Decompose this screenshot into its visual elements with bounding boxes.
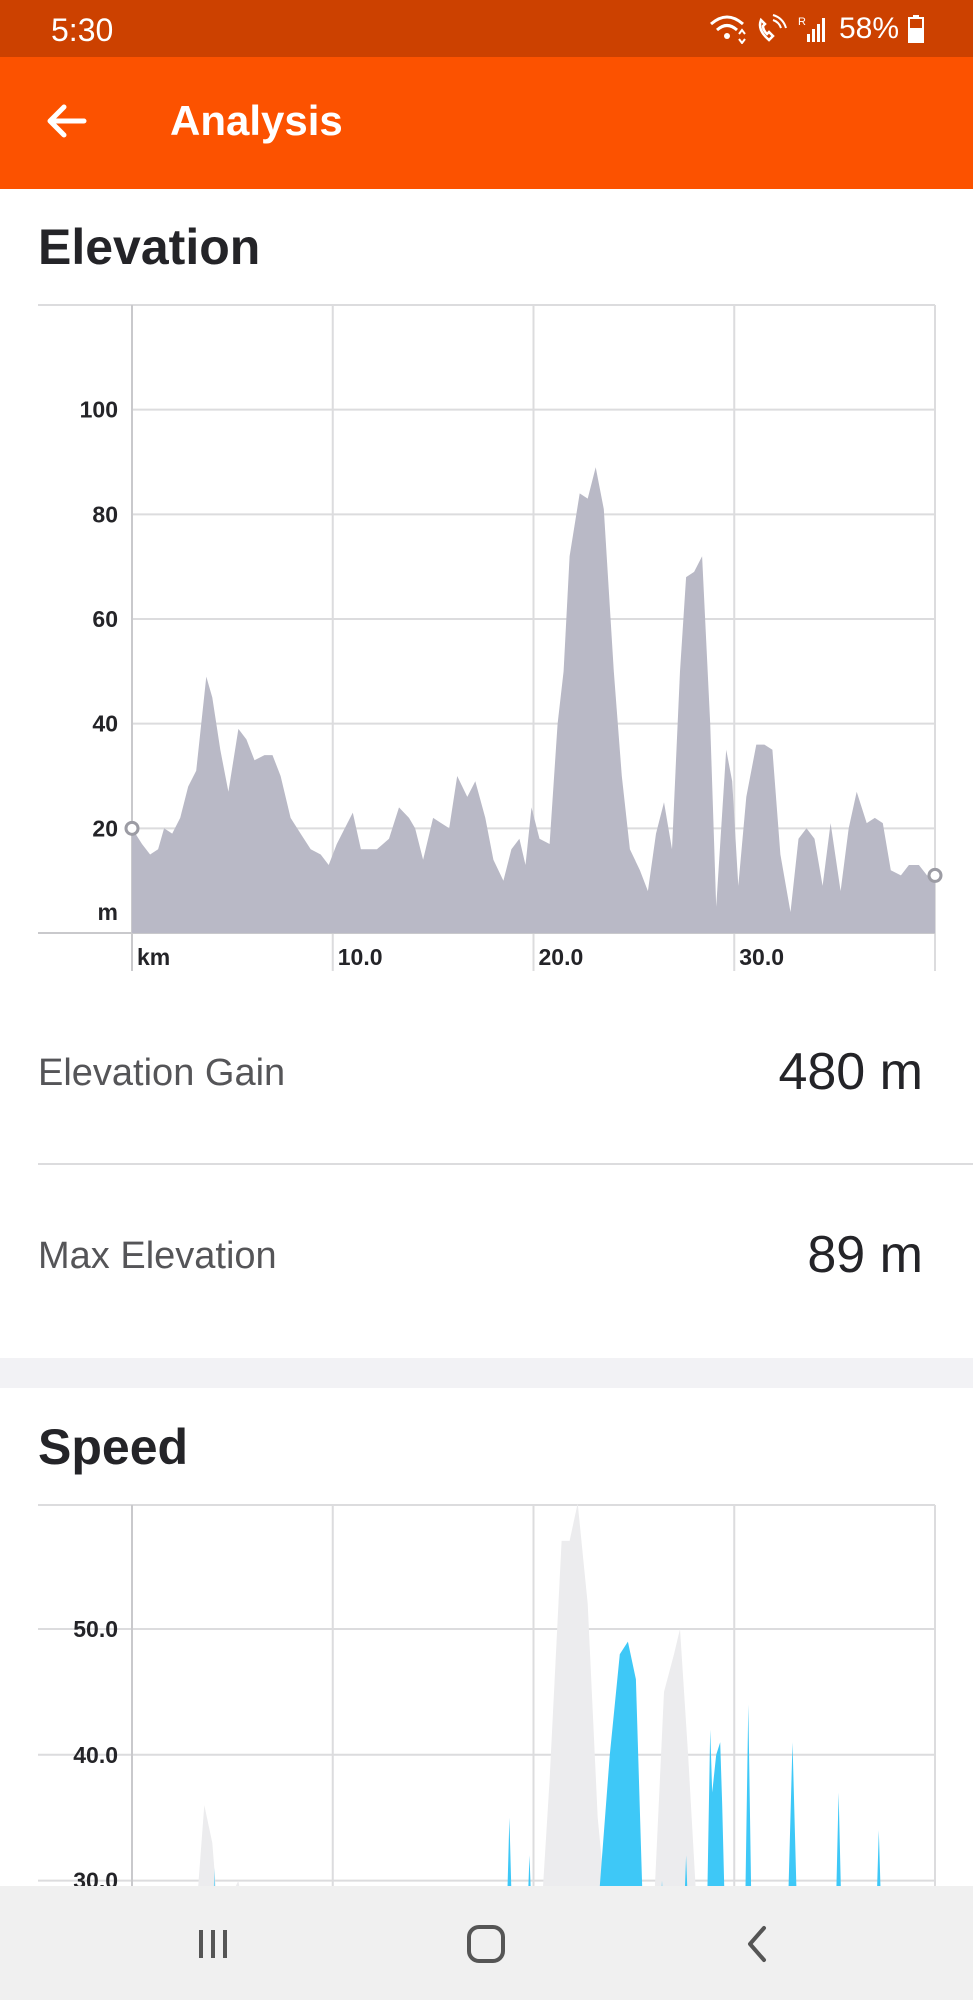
x-unit-label: km — [137, 944, 170, 970]
speed-chart-grid — [38, 1504, 936, 1886]
home-icon — [464, 1922, 508, 1971]
speed-area — [213, 1641, 881, 1886]
app-bar: Analysis — [0, 57, 973, 189]
x-tick-label: 30.0 — [739, 944, 784, 970]
system-nav-bar — [0, 1886, 973, 2000]
elevation-end-handle — [927, 867, 943, 883]
arrow-left-icon — [44, 103, 88, 144]
speed-chart-svg: 30.0 40.0 50.0 — [38, 1503, 936, 1886]
y-tick-label: 50.0 — [73, 1616, 118, 1642]
battery-percent: 58% — [838, 12, 899, 45]
y-tick-label: 80 — [92, 501, 118, 527]
speed-background-area — [198, 1503, 696, 1886]
elevation-gain-label: Elevation Gain — [38, 1052, 286, 1094]
y-tick-label: 100 — [80, 397, 118, 423]
y-tick-label: 60 — [92, 606, 118, 632]
elevation-chart: 20 40 60 80 100 m km 10.0 20.0 30.0 — [0, 300, 973, 980]
elevation-chart-svg: 20 40 60 80 100 m km 10.0 20.0 30.0 — [38, 304, 943, 971]
status-time: 5:30 — [51, 12, 114, 48]
signal-icon: R — [797, 14, 831, 44]
max-elevation-value: 89 m — [807, 1226, 923, 1284]
system-back-button[interactable] — [728, 1916, 788, 1976]
elevation-y-ticks: 20 40 60 80 100 m — [80, 397, 118, 925]
recent-apps-icon — [193, 1924, 233, 1969]
back-chevron-icon — [738, 1924, 778, 1969]
elevation-area — [132, 467, 935, 933]
max-elevation-label: Max Elevation — [38, 1235, 277, 1277]
elevation-gain-row: Elevation Gain 480 m — [0, 1024, 973, 1124]
elevation-x-ticks: km 10.0 20.0 30.0 — [137, 944, 784, 970]
home-button[interactable] — [456, 1916, 516, 1976]
page-title: Analysis — [170, 97, 343, 144]
status-bar: 5:30 R 58% — [0, 0, 973, 57]
y-tick-label: 40 — [92, 711, 118, 737]
x-tick-label: 10.0 — [338, 944, 383, 970]
max-elevation-row: Max Elevation 89 m — [0, 1207, 973, 1307]
elevation-start-handle — [124, 820, 140, 836]
elevation-title: Elevation — [38, 219, 261, 275]
battery-icon — [907, 14, 925, 44]
y-tick-label: 40.0 — [73, 1742, 118, 1768]
wifi-calling-icon — [755, 14, 789, 44]
x-tick-label: 20.0 — [539, 944, 584, 970]
elevation-gain-value: 480 m — [778, 1043, 923, 1101]
recent-apps-button[interactable] — [183, 1916, 243, 1976]
y-tick-label: 30.0 — [73, 1868, 118, 1886]
speed-y-ticks: 30.0 40.0 50.0 — [73, 1616, 118, 1886]
status-icons: R 58% — [707, 12, 925, 46]
speed-title: Speed — [38, 1419, 189, 1475]
speed-chart: 30.0 40.0 50.0 — [0, 1500, 973, 1886]
y-tick-label: 20 — [92, 815, 118, 841]
y-unit-label: m — [98, 899, 118, 925]
section-separator — [0, 1358, 973, 1388]
back-button[interactable] — [38, 95, 94, 151]
signal-roaming-label: R — [798, 16, 806, 28]
wifi-icon — [707, 14, 747, 44]
stat-divider — [38, 1163, 973, 1165]
